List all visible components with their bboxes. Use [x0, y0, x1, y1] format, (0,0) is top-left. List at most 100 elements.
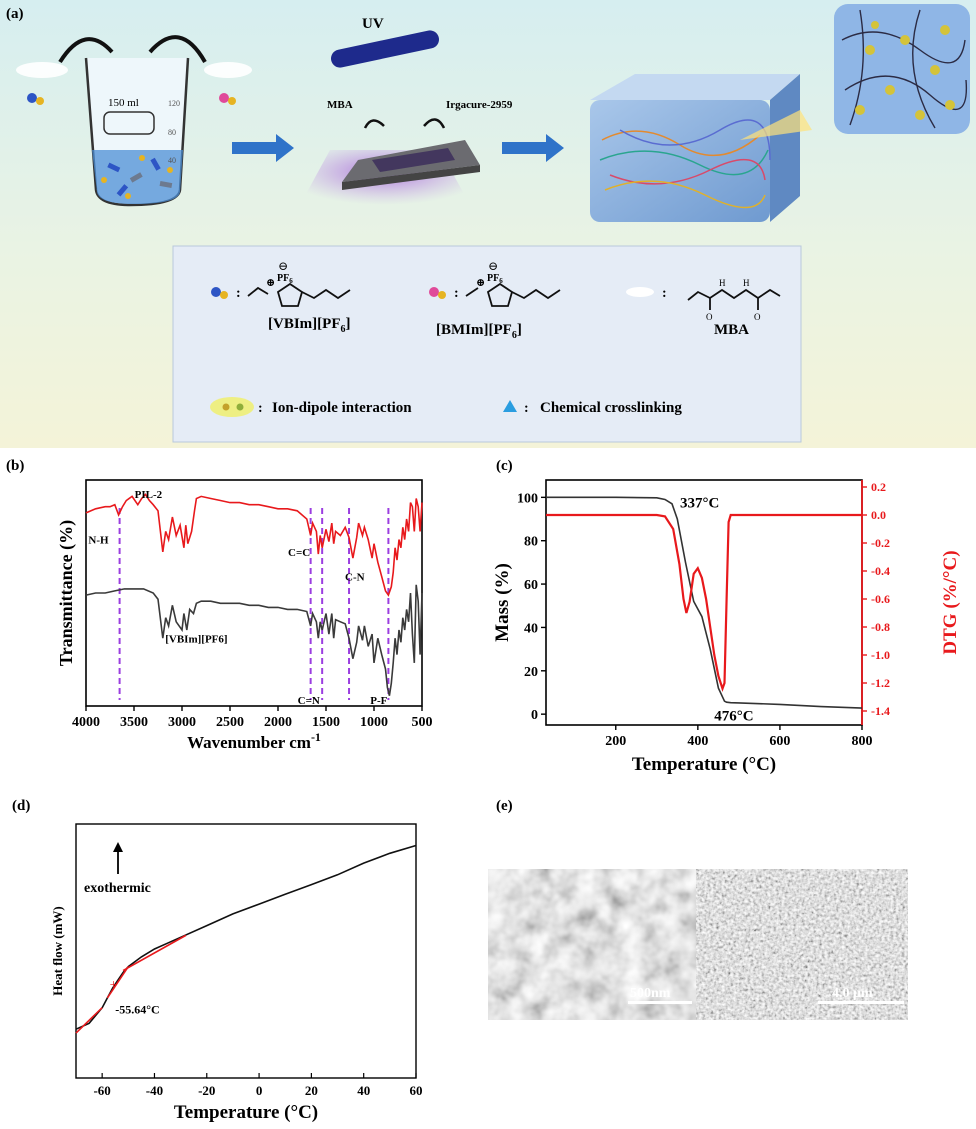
y2-tick-label: -1.4 [871, 704, 890, 718]
y-tick-label: 40 [524, 621, 538, 636]
ftir-series-1 [85, 584, 423, 696]
svg-text:PF6: PF6 [487, 273, 503, 285]
powder-cloud-right [204, 62, 252, 78]
x-tick-label: 2500 [216, 715, 244, 730]
ion-dipole-icon [210, 397, 254, 417]
y-tick-label: 80 [524, 535, 538, 550]
annotation-pil2: PIL-2 [135, 489, 163, 501]
tg-marker: + [110, 978, 118, 993]
tangent-line-2 [106, 966, 129, 999]
scale-label-right: 4.0 μm [832, 986, 873, 1001]
tga-chart: 200 400 600 800 0 20 40 60 80 100 0.2 0.0 -0.2 -0.4 -0… [492, 479, 961, 775]
vbim-structure [247, 282, 351, 307]
scale-bar-right [818, 1001, 904, 1004]
mba-name: MBA [714, 322, 749, 338]
svg-text:120: 120 [168, 99, 180, 108]
svg-text::: : [454, 286, 459, 301]
ftir-chart: 4000 3500 3000 2500 2000 1500 1000 500 Wavenumbe… [56, 479, 433, 752]
crosslink-icon [503, 400, 517, 412]
mass-curve [546, 496, 863, 709]
x-tick-label: -20 [198, 1083, 215, 1098]
dsc-plot-frame [75, 823, 417, 1079]
pour-arrow-right-icon [148, 35, 207, 63]
y2-tick-label: -0.4 [871, 564, 890, 578]
crosslink-label: Chemical crosslinking [540, 400, 682, 416]
sem-image-high-mag [488, 869, 696, 1020]
annotation-onset-temp: 337°C [680, 495, 719, 511]
x-tick-label: 600 [769, 734, 790, 749]
panel-label-b: (b) [6, 458, 25, 474]
svg-text:⊖: ⊖ [488, 259, 498, 273]
x-axis-label: Temperature (°C) [632, 754, 776, 775]
dtg-curve [546, 513, 862, 693]
svg-text:⊕: ⊕ [266, 277, 275, 289]
annotation-nh: N-H [88, 535, 109, 547]
y2-tick-label: -1.2 [871, 676, 890, 690]
x-tick-label: 40 [357, 1083, 370, 1098]
scale-label-left: 500nm [630, 986, 671, 1001]
x-axis-label-sup: -1 [311, 730, 321, 744]
initiator-label: Irgacure-2959 [446, 99, 513, 111]
svg-text:H: H [719, 278, 726, 288]
svg-text:⊖: ⊖ [278, 259, 288, 273]
panel-label-a: (a) [6, 6, 24, 22]
bmim-molecule-icon [219, 93, 229, 103]
gel-block-top [590, 74, 800, 100]
tangent-line-3 [122, 934, 187, 972]
annotation-cn: C-N [345, 572, 365, 584]
x-tick-label: 3000 [168, 715, 196, 730]
y-tick-label: 100 [517, 491, 538, 506]
y2-tick-label: 0.0 [871, 508, 886, 522]
annotation-vbimpf6: [VBIm][PF6] [165, 633, 227, 645]
annotation-pf: P-F [370, 695, 387, 707]
panel-label-c: (c) [496, 458, 513, 474]
beaker-volume-label: 150 ml [108, 97, 139, 109]
uv-lamp-icon [331, 30, 439, 68]
scale-bar-left [628, 1001, 692, 1004]
y2-tick-label: 0.2 [871, 480, 886, 494]
sem-images: 500nm 4.0 μm [488, 869, 908, 1020]
mba-legend-icon [626, 287, 654, 297]
svg-text:O: O [706, 312, 713, 322]
uv-label: UV [362, 16, 384, 32]
x-tick-label: 20 [305, 1083, 318, 1098]
annotation-cc: C=C [288, 547, 310, 559]
process-arrow-2-icon [502, 134, 564, 162]
bmim-structure [465, 282, 561, 307]
vbim-name: [VBIm][PF6] [268, 316, 350, 335]
mba-reagent-label: MBA [327, 99, 353, 111]
y2-tick-label: -0.6 [871, 592, 890, 606]
y-axis-label: Heat flow (mW) [50, 906, 65, 996]
tg-annotation: -55.64°C [115, 1003, 159, 1017]
gel-block-icon [590, 100, 770, 222]
x-tick-label: 4000 [72, 715, 100, 730]
y-axis-label: Transmittance (%) [56, 520, 77, 666]
network-zoom-inset [834, 4, 970, 134]
add-arrow-right-icon [423, 118, 446, 129]
annotation-peak-temp: 476°C [714, 709, 753, 725]
panel-a-schematic: (a) 150 ml 120 80 40 [0, 0, 976, 448]
x-tick-label: -60 [93, 1083, 110, 1098]
x-tick-label: 200 [605, 734, 626, 749]
sem-image-low-mag [696, 869, 908, 1020]
beaker-particles [101, 155, 173, 199]
ion-dipole-label: Ion-dipole interaction [272, 400, 412, 416]
panel-label-e: (e) [496, 798, 513, 814]
x-tick-label: 1500 [312, 715, 340, 730]
dsc-chart: -60 -40 -20 0 20 40 60 + -55.64°C exothermic Tempe… [50, 823, 423, 1123]
tga-plot-frame [545, 479, 863, 726]
svg-text::: : [258, 401, 263, 416]
y2-tick-label: -1.0 [871, 648, 890, 662]
vbim-molecule-icon [27, 93, 37, 103]
x-tick-label: 3500 [120, 715, 148, 730]
svg-text:PF6: PF6 [277, 273, 293, 285]
svg-text:80: 80 [168, 128, 176, 137]
mba-structure [687, 288, 781, 310]
y2-axis-label: DTG (%/°C) [940, 550, 961, 654]
powder-cloud-left [16, 62, 68, 78]
molecule-legend-box [172, 245, 802, 443]
svg-text::: : [662, 286, 667, 301]
bmim-legend-icon [429, 287, 439, 297]
x-tick-label: 1000 [360, 715, 388, 730]
